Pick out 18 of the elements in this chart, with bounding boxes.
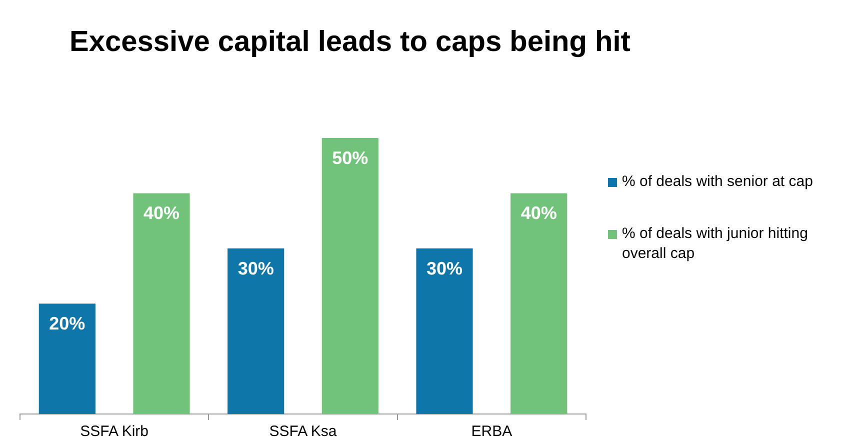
data-label: 50% <box>332 148 368 168</box>
x-tick-label: ERBA <box>471 423 512 440</box>
bar <box>416 248 473 414</box>
data-label: 30% <box>426 258 463 278</box>
data-label: 40% <box>143 203 180 224</box>
bar <box>133 193 190 414</box>
x-tick-label: SSFA Kirb <box>80 423 149 440</box>
chart-title: Excessive capital leads to caps being hit <box>68 26 632 59</box>
bar <box>322 138 378 414</box>
data-label: 30% <box>238 258 274 278</box>
legend-label: % of deals with junior hitting overall cap <box>622 224 809 264</box>
legend-label: % of deals with senior at cap <box>622 172 813 192</box>
data-label: 40% <box>520 203 557 224</box>
bar <box>510 193 568 414</box>
bar <box>38 304 96 414</box>
data-label: 20% <box>49 314 86 334</box>
bar <box>228 248 284 414</box>
x-tick-label: SSFA Ksa <box>269 423 338 440</box>
